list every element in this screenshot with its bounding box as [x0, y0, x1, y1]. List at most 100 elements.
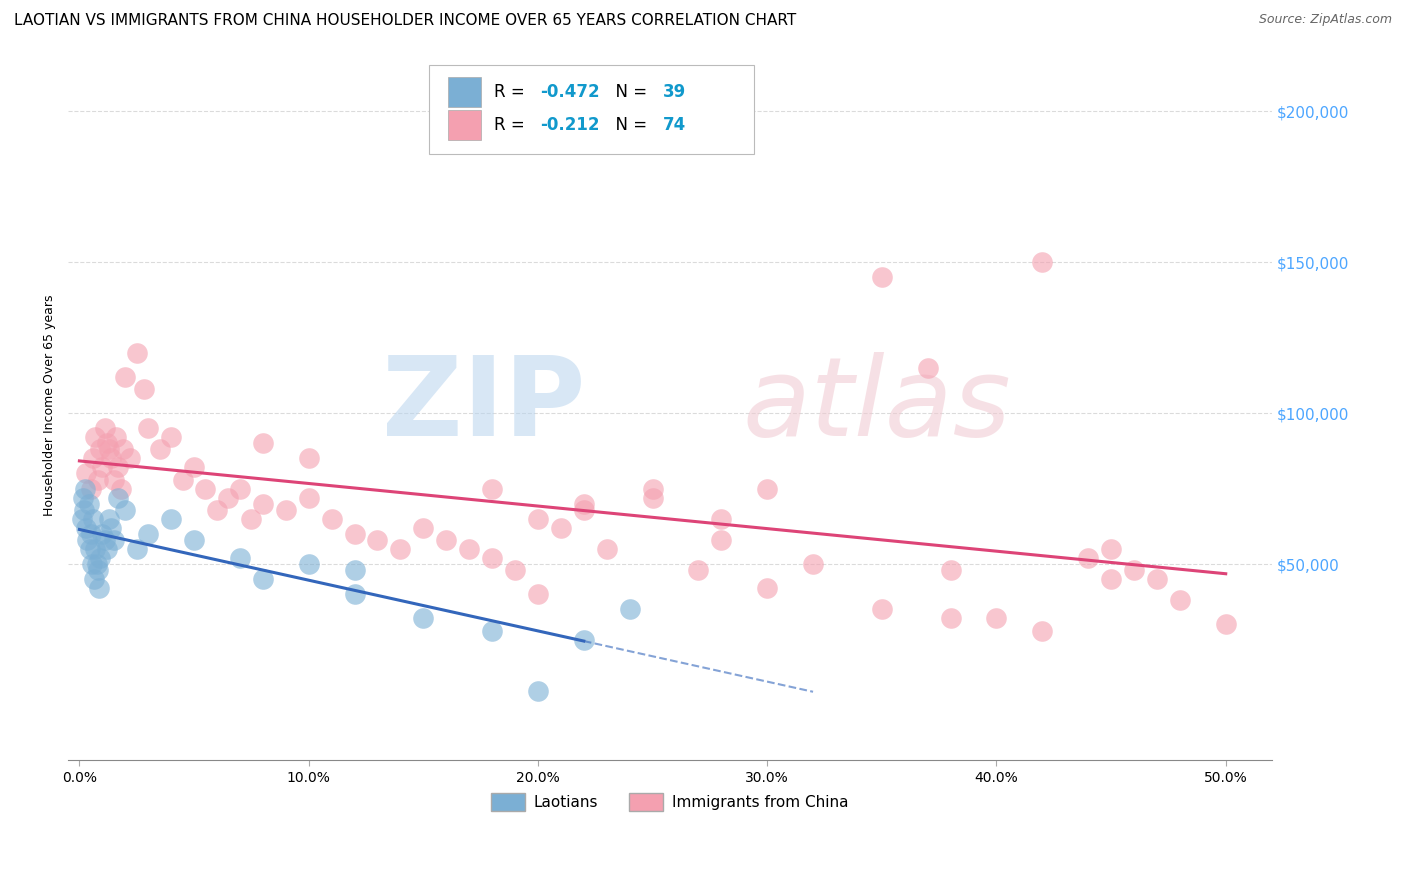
Point [1168, 593, 1191, 607]
Point [82, 451, 104, 466]
Point [481, 624, 503, 638]
Point [111, 442, 134, 457]
Point [572, 502, 595, 516]
Text: Source: ZipAtlas.com: Source: ZipAtlas.com [1258, 13, 1392, 27]
Point [527, 512, 550, 526]
Point [107, 491, 129, 505]
Point [98, 442, 121, 457]
Point [86, 557, 108, 571]
FancyBboxPatch shape [449, 111, 481, 140]
Point [458, 541, 481, 556]
Point [688, 563, 710, 577]
Point [114, 502, 136, 516]
Text: atlas: atlas [742, 352, 1011, 459]
Point [75, 467, 97, 481]
Point [870, 270, 893, 285]
Point [194, 482, 217, 496]
Point [103, 533, 125, 547]
Point [96, 541, 118, 556]
Point [76, 533, 98, 547]
Text: N =: N = [605, 83, 652, 101]
Point [801, 557, 824, 571]
Point [252, 497, 274, 511]
Point [75, 521, 97, 535]
Point [572, 632, 595, 647]
Point [1031, 255, 1053, 269]
Point [125, 541, 148, 556]
Point [756, 482, 779, 496]
Point [412, 521, 434, 535]
Point [75, 482, 97, 496]
Point [274, 502, 297, 516]
Point [1077, 551, 1099, 566]
Point [503, 563, 526, 577]
Point [98, 512, 121, 526]
Point [80, 557, 103, 571]
Point [481, 551, 503, 566]
Point [229, 551, 252, 566]
Text: N =: N = [605, 116, 652, 134]
Point [756, 581, 779, 595]
Point [1123, 563, 1146, 577]
Point [1031, 624, 1053, 638]
Text: -0.212: -0.212 [540, 116, 599, 134]
Point [252, 436, 274, 450]
Point [118, 451, 141, 466]
Point [100, 521, 122, 535]
Point [136, 421, 159, 435]
Point [91, 527, 114, 541]
Point [79, 541, 101, 556]
Point [87, 581, 110, 595]
Point [160, 512, 183, 526]
Point [72, 491, 94, 505]
Text: LAOTIAN VS IMMIGRANTS FROM CHINA HOUSEHOLDER INCOME OVER 65 YEARS CORRELATION CH: LAOTIAN VS IMMIGRANTS FROM CHINA HOUSEHO… [14, 13, 796, 29]
Point [70, 512, 93, 526]
Point [870, 602, 893, 616]
Point [87, 563, 110, 577]
Point [412, 611, 434, 625]
Point [110, 482, 132, 496]
Point [80, 527, 103, 541]
Text: -0.472: -0.472 [540, 83, 599, 101]
Point [366, 533, 388, 547]
Point [89, 551, 111, 566]
Point [183, 460, 205, 475]
Point [240, 512, 263, 526]
Point [83, 572, 105, 586]
Point [132, 382, 155, 396]
Point [93, 421, 115, 435]
Point [73, 502, 96, 516]
FancyBboxPatch shape [429, 65, 754, 153]
Point [321, 512, 343, 526]
Point [343, 527, 366, 541]
Point [641, 482, 664, 496]
Point [527, 587, 550, 601]
Point [114, 369, 136, 384]
Point [91, 460, 114, 475]
Point [183, 533, 205, 547]
Point [986, 611, 1008, 625]
Point [89, 442, 111, 457]
Point [298, 557, 321, 571]
Text: ZIP: ZIP [382, 352, 585, 459]
Point [172, 473, 194, 487]
Point [298, 451, 321, 466]
Point [103, 473, 125, 487]
FancyBboxPatch shape [449, 77, 481, 107]
Point [93, 533, 115, 547]
Text: 74: 74 [662, 116, 686, 134]
Point [252, 572, 274, 586]
Point [205, 502, 228, 516]
Point [84, 430, 107, 444]
Point [939, 611, 962, 625]
Point [389, 541, 412, 556]
Point [434, 533, 457, 547]
Legend: Laotians, Immigrants from China: Laotians, Immigrants from China [485, 787, 855, 816]
Point [619, 602, 641, 616]
Point [572, 497, 595, 511]
Point [217, 491, 239, 505]
Point [96, 436, 118, 450]
Point [82, 512, 104, 526]
Point [298, 491, 321, 505]
Point [343, 563, 366, 577]
